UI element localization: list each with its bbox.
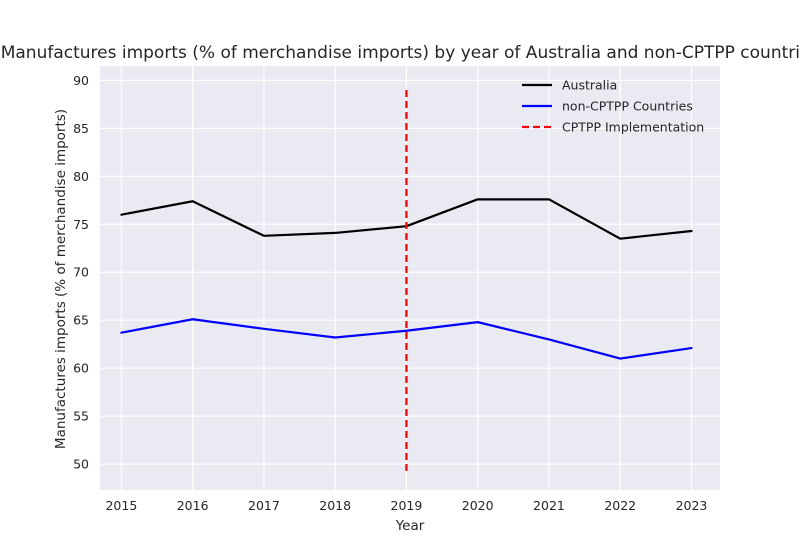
x-tick-label: 2017 bbox=[248, 498, 280, 513]
y-axis-label: Manufactures imports (% of merchandise i… bbox=[53, 109, 69, 449]
data-point-non-cptpp-countries bbox=[689, 346, 693, 350]
x-tick-label: 2019 bbox=[391, 498, 423, 513]
tick-labels: 2015 2016 2017 2018 2019 2020 2021 2022 2023 50 55… bbox=[73, 73, 707, 513]
data-point-non-cptpp-countries bbox=[191, 317, 195, 321]
x-tick-label: 2022 bbox=[604, 498, 636, 513]
y-tick-label: 60 bbox=[73, 361, 89, 376]
data-point-australia bbox=[618, 237, 622, 241]
x-tick-label: 2018 bbox=[319, 498, 351, 513]
data-point-australia bbox=[476, 197, 480, 201]
data-point-non-cptpp-countries bbox=[333, 335, 337, 339]
y-tick-label: 85 bbox=[73, 121, 89, 136]
data-point-australia bbox=[333, 231, 337, 235]
series-line-non-cptpp-countries bbox=[120, 318, 693, 360]
data-point-australia bbox=[119, 213, 123, 217]
y-tick-label: 55 bbox=[73, 409, 89, 424]
x-tick-label: 2015 bbox=[105, 498, 137, 513]
data-point-non-cptpp-countries bbox=[547, 337, 551, 341]
plot-area bbox=[100, 66, 720, 490]
y-tick-label: 75 bbox=[73, 217, 89, 232]
data-point-australia bbox=[262, 234, 266, 238]
x-axis-label: Year bbox=[395, 518, 425, 534]
y-tick-label: 90 bbox=[73, 73, 89, 88]
legend-label: non-CPTPP Countries bbox=[562, 99, 693, 114]
data-point-australia bbox=[689, 229, 693, 233]
y-tick-label: 80 bbox=[73, 169, 89, 184]
data-point-non-cptpp-countries bbox=[618, 357, 622, 361]
data-point-non-cptpp-countries bbox=[262, 327, 266, 331]
data-point-australia bbox=[547, 197, 551, 201]
y-tick-label: 65 bbox=[73, 313, 89, 328]
chart-title: Manufactures imports (% of merchandise i… bbox=[1, 43, 800, 63]
x-tick-label: 2016 bbox=[177, 498, 209, 513]
legend-label: Australia bbox=[562, 78, 617, 93]
x-tick-label: 2021 bbox=[533, 498, 565, 513]
y-tick-label: 50 bbox=[73, 457, 89, 472]
data-point-australia bbox=[191, 199, 195, 203]
x-tick-label: 2023 bbox=[676, 498, 708, 513]
legend-label: CPTPP Implementation bbox=[562, 120, 704, 135]
y-tick-label: 70 bbox=[73, 265, 89, 280]
legend: Australia non-CPTPP Countries CPTPP Implem… bbox=[522, 78, 704, 135]
data-point-non-cptpp-countries bbox=[476, 320, 480, 324]
x-tick-label: 2020 bbox=[462, 498, 494, 513]
data-point-non-cptpp-countries bbox=[119, 331, 123, 335]
